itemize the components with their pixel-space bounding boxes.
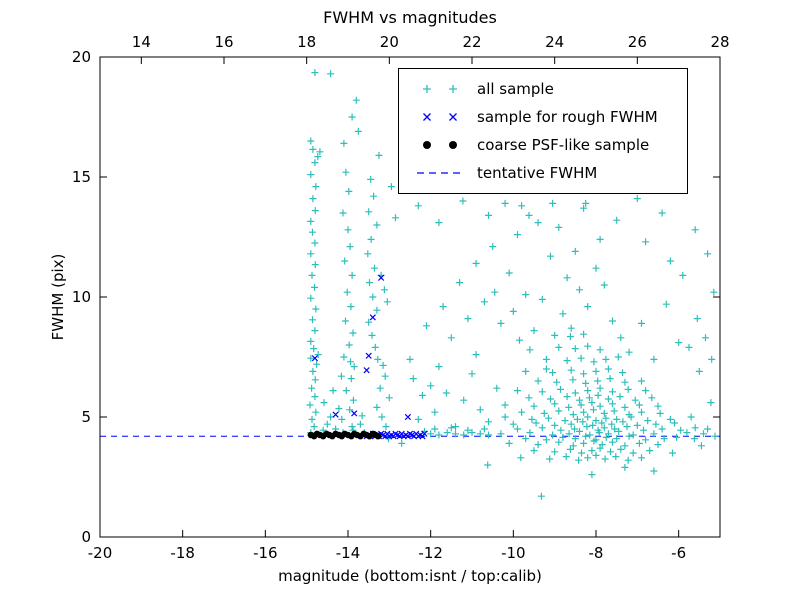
- top-tick-label: 20: [380, 33, 399, 51]
- tentative-fwhm-legend-marker-icon: [417, 172, 463, 174]
- top-tick-label: 24: [545, 33, 564, 51]
- legend-item-label: all sample: [477, 80, 554, 98]
- legend-item-label: coarse PSF-like sample: [477, 136, 650, 154]
- y-tick-label: 15: [72, 168, 91, 186]
- top-tick-label: 26: [628, 33, 647, 51]
- sample-for-rough-fwhm-legend-marker-icon: [423, 113, 457, 121]
- top-tick-label: 18: [297, 33, 316, 51]
- top-tick-label: 28: [710, 33, 729, 51]
- coarse-psf-like-sample-legend-marker-icon: [423, 141, 457, 149]
- legend-item: coarse PSF-like sample: [411, 131, 675, 159]
- x-tick-label: -10: [501, 544, 526, 562]
- y-tick-label: 5: [81, 408, 91, 426]
- top-tick-label: 22: [462, 33, 481, 51]
- legend-item: tentative FWHM: [411, 159, 675, 187]
- plot-series: [100, 69, 720, 500]
- x-tick-label: -8: [589, 544, 604, 562]
- legend-item-label: sample for rough FWHM: [477, 108, 658, 126]
- top-tick-label: 16: [214, 33, 233, 51]
- series-coarse-psf-like-sample: [307, 430, 382, 440]
- x-tick-label: -18: [170, 544, 195, 562]
- y-tick-label: 0: [81, 528, 91, 546]
- top-tick-label: 14: [132, 33, 151, 51]
- legend-item: all sample: [411, 75, 675, 103]
- y-tick-label: 20: [72, 48, 91, 66]
- legend-item-label: tentative FWHM: [477, 164, 598, 182]
- x-tick-label: -14: [336, 544, 361, 562]
- chart-title: FWHM vs magnitudes: [323, 8, 497, 27]
- legend-item: sample for rough FWHM: [411, 103, 675, 131]
- all-sample-legend-marker-icon: [423, 85, 457, 93]
- x-axis-label: magnitude (bottom:isnt / top:calib): [278, 567, 542, 585]
- x-tick-label: -20: [88, 544, 113, 562]
- x-tick-label: -6: [671, 544, 686, 562]
- x-tick-label: -12: [418, 544, 443, 562]
- y-axis-label: FWHM (pix): [49, 253, 67, 341]
- x-tick-label: -16: [253, 544, 278, 562]
- legend: all sample sample for rough FWHM coarse PS…: [398, 68, 688, 194]
- y-tick-label: 10: [72, 288, 91, 306]
